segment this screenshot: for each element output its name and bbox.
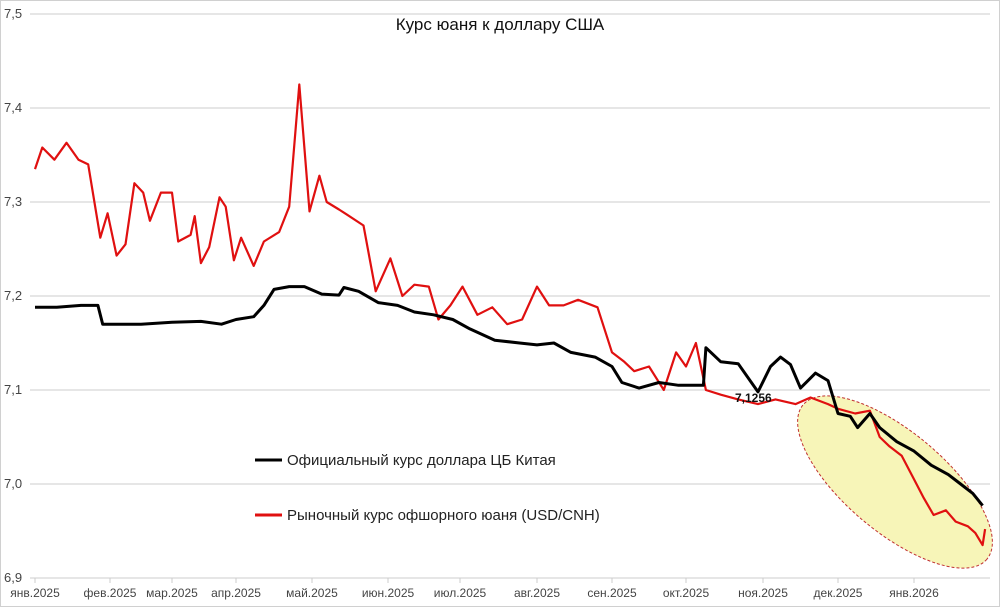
x-tick-label: май.2025	[286, 586, 338, 600]
chart-title: Курс юаня к доллару США	[396, 15, 605, 34]
x-tick-label: окт.2025	[663, 586, 710, 600]
x-tick-label: фев.2025	[84, 586, 137, 600]
x-tick-label: янв.2025	[10, 586, 60, 600]
y-tick-label: 6,9	[4, 570, 22, 585]
x-axis: янв.2025 фев.2025 мар.2025 апр.2025 май.2025…	[10, 578, 939, 600]
x-tick-label: мар.2025	[146, 586, 198, 600]
value-annotation: 7,1256	[735, 391, 772, 405]
x-tick-label: июл.2025	[434, 586, 487, 600]
x-tick-label: июн.2025	[362, 586, 415, 600]
legend-label-official: Официальный курс доллара ЦБ Китая	[287, 452, 556, 469]
x-tick-label: сен.2025	[587, 586, 637, 600]
series-lines	[33, 83, 987, 547]
y-tick-label: 7,4	[4, 100, 22, 115]
y-axis: 6,9 7,0 7,1 7,2 7,3 7,4 7,5	[4, 6, 22, 585]
highlight-ellipse	[797, 395, 993, 569]
legend: Официальный курс доллара ЦБ Китая Рыночн…	[255, 452, 600, 524]
y-tick-label: 7,1	[4, 382, 22, 397]
x-tick-label: ноя.2025	[738, 586, 788, 600]
x-tick-label: янв.2026	[889, 586, 939, 600]
series-line-offshore	[33, 83, 987, 547]
legend-label-offshore: Рыночный курс офшорного юаня (USD/CNH)	[287, 507, 600, 524]
y-tick-label: 7,5	[4, 6, 22, 21]
y-tick-label: 7,2	[4, 288, 22, 303]
y-tick-label: 7,0	[4, 476, 22, 491]
x-tick-label: дек.2025	[814, 586, 863, 600]
y-tick-label: 7,3	[4, 194, 22, 209]
series-line-official	[35, 285, 984, 507]
x-tick-label: апр.2025	[211, 586, 261, 600]
x-tick-label: авг.2025	[514, 586, 560, 600]
